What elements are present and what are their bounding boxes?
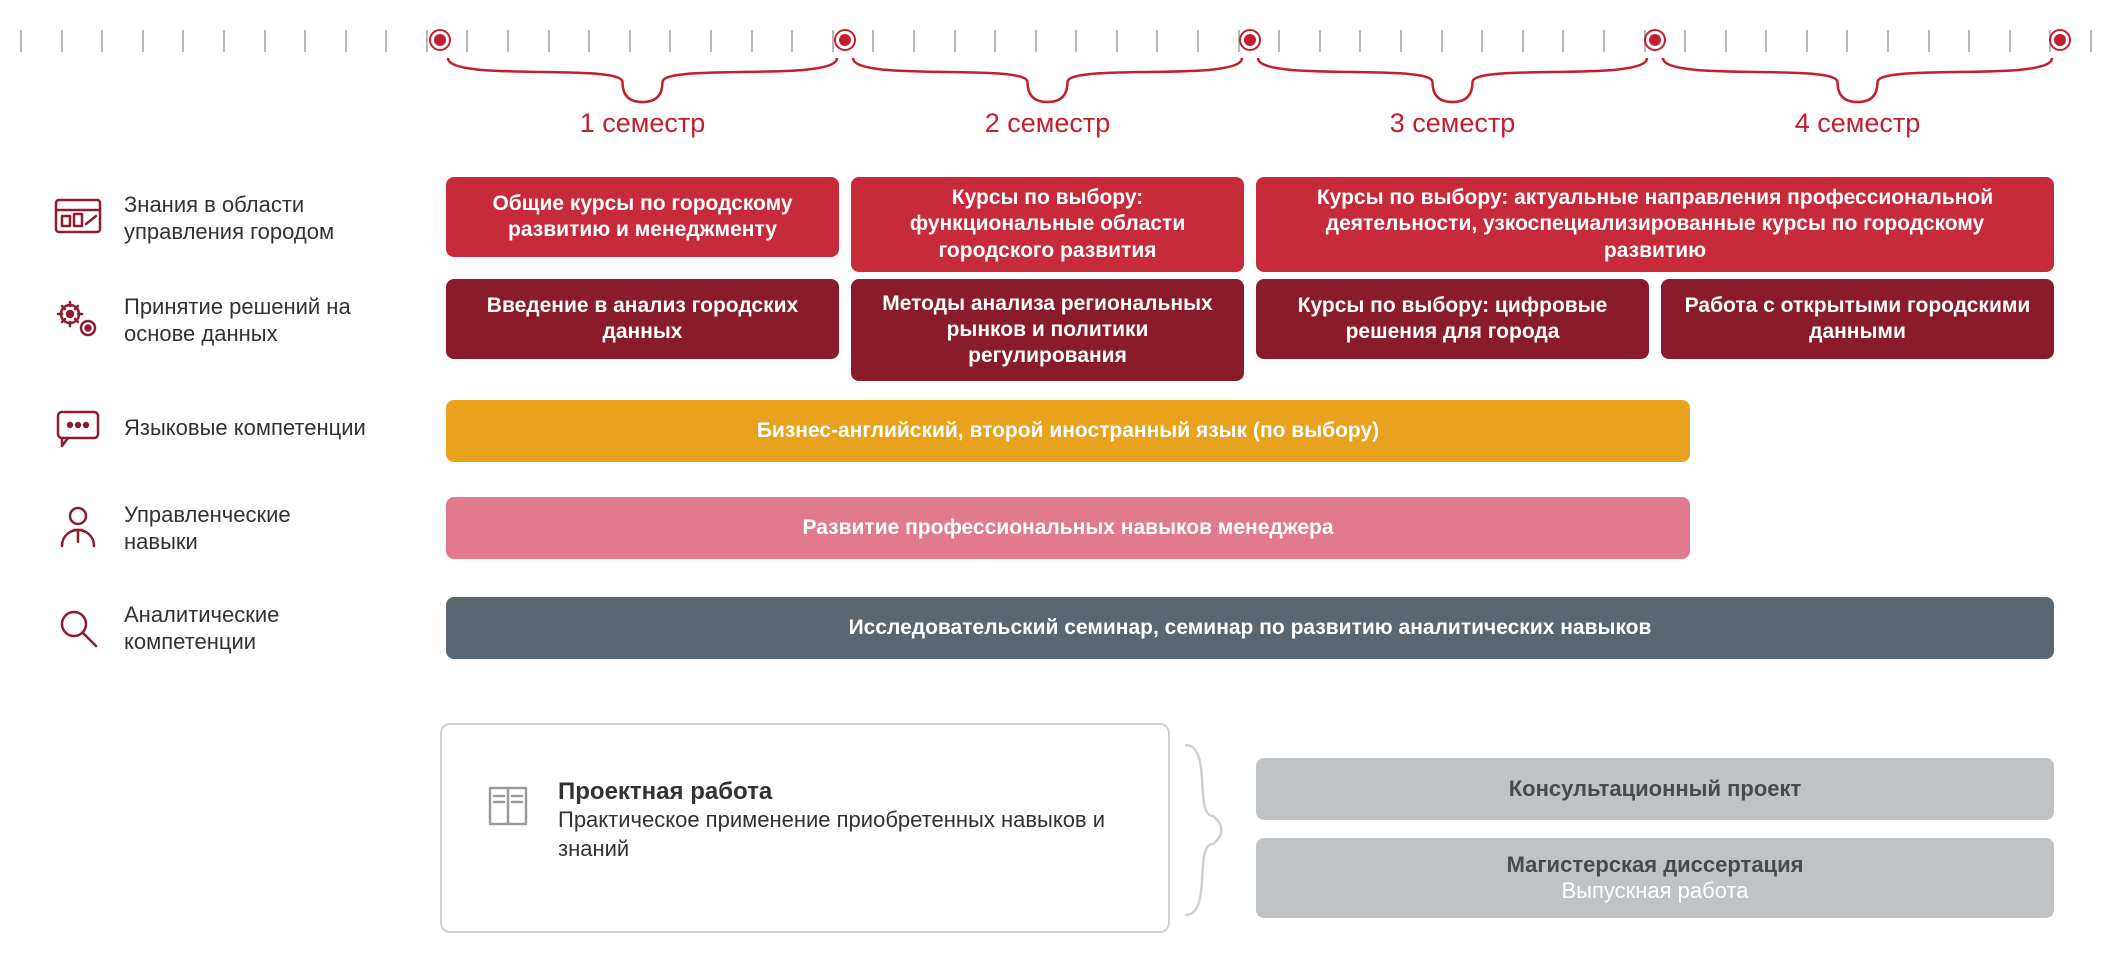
project-output-title: Магистерская диссертация (1507, 852, 1804, 878)
project-output-title: Консультационный проект (1509, 776, 1802, 802)
project-brace (0, 0, 2120, 972)
project-output-box: Магистерская диссертацияВыпускная работа (1256, 838, 2054, 918)
project-output-sub: Выпускная работа (1561, 878, 1748, 904)
project-output-box: Консультационный проект (1256, 758, 2054, 820)
